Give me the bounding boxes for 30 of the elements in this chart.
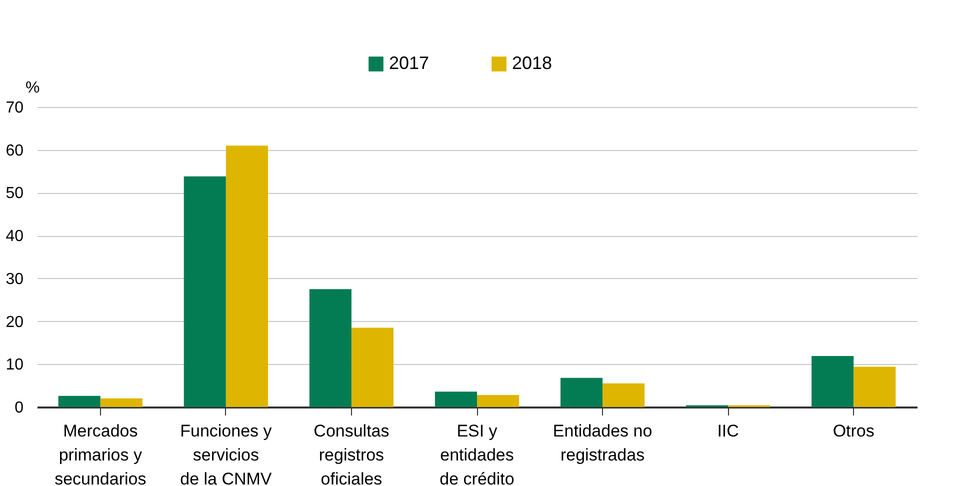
y-tick-label: 0 <box>14 400 24 416</box>
x-tick-label: IIC <box>717 422 739 440</box>
x-tick-label: Mercados primarios y secundarios <box>54 422 146 486</box>
legend-label: 2017 <box>389 53 430 73</box>
bar <box>812 356 854 407</box>
y-tick-label: 30 <box>6 270 24 288</box>
y-tick-label: 60 <box>6 142 24 160</box>
x-tick-label: Entidades no registradas <box>552 422 652 464</box>
x-tick-label: Otros <box>832 422 874 440</box>
bar <box>351 328 394 407</box>
x-tick-label: Consultas registros oficiales <box>314 422 390 486</box>
bar <box>854 366 896 407</box>
bar <box>184 176 226 407</box>
y-tick-label: 20 <box>6 314 24 331</box>
y-tick-label: 70 <box>6 100 24 116</box>
bar <box>100 398 142 407</box>
x-tick-label: ESI y entidades de crédito <box>440 422 514 486</box>
bar <box>434 392 477 407</box>
y-axis-title: % <box>26 80 40 96</box>
bar <box>602 383 645 407</box>
y-tick-label: 10 <box>6 356 24 374</box>
bar <box>309 289 352 407</box>
bar <box>560 378 603 407</box>
legend-label: 2018 <box>512 53 552 73</box>
y-tick-label: 50 <box>6 185 24 202</box>
y-tick-label: 40 <box>6 228 24 246</box>
bar <box>58 396 100 407</box>
x-tick-label: Funciones y servicios de la CNMV <box>180 422 272 486</box>
bar <box>226 146 268 407</box>
bar <box>477 395 520 407</box>
